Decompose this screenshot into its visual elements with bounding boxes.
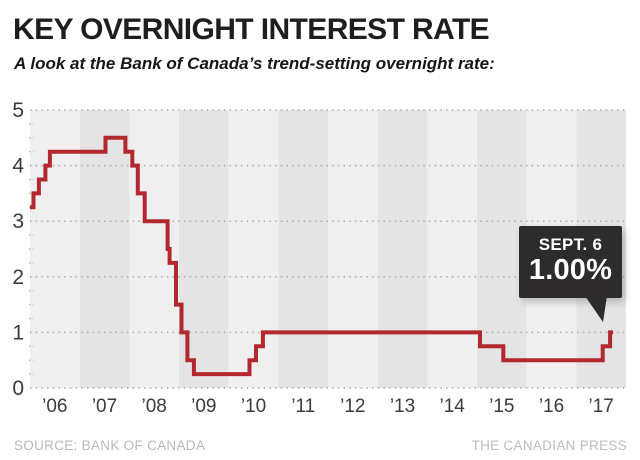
year-band <box>79 110 130 388</box>
subtitle: A look at the Bank of Canada’s trend-set… <box>14 54 495 73</box>
press-credit: THE CANADIAN PRESS <box>471 438 627 453</box>
y-axis-label: 4 <box>12 155 24 178</box>
year-band <box>427 110 477 388</box>
x-axis-label: ’13 <box>390 396 415 417</box>
x-axis-label: ’06 <box>42 396 67 417</box>
year-band <box>328 110 378 388</box>
y-axis-label: 5 <box>12 99 24 122</box>
x-axis-label: ’11 <box>291 396 315 417</box>
page-title: KEY OVERNIGHT INTEREST RATE <box>13 13 490 46</box>
rate-line-path <box>30 135 614 377</box>
x-axis-label: ’14 <box>440 396 466 417</box>
x-axis-label: ’08 <box>142 396 167 417</box>
x-axis-label: ’12 <box>340 396 365 417</box>
x-axis-label: ’16 <box>539 396 564 417</box>
year-band <box>278 110 328 388</box>
y-axis-labels: 0 1 2 3 4 5 <box>12 99 24 400</box>
year-band <box>30 110 80 388</box>
source-credit: SOURCE: BANK OF CANADA <box>14 438 206 453</box>
year-bands <box>30 110 626 388</box>
rate-callout: SEPT. 6 1.00% <box>519 226 622 298</box>
y-minor-ticks <box>29 123 34 375</box>
x-axis-label: ’07 <box>92 396 117 417</box>
year-band <box>477 110 527 388</box>
y-axis-label: 3 <box>12 210 24 233</box>
x-axis-label: ’09 <box>191 396 216 417</box>
y-axis-label: 1 <box>12 321 24 344</box>
rate-line <box>30 135 614 377</box>
y-axis-label: 0 <box>12 377 24 400</box>
x-axis-label: ’15 <box>489 396 514 417</box>
callout-value: 1.00% <box>528 254 613 286</box>
year-band <box>228 110 279 388</box>
x-axis-label: ’17 <box>589 396 614 417</box>
callout-pointer <box>585 296 607 322</box>
year-band <box>377 110 428 388</box>
x-axis-label: ’10 <box>241 396 266 417</box>
y-axis-label: 2 <box>12 266 24 289</box>
callout-date: SEPT. 6 <box>538 235 603 254</box>
x-axis-labels: ’06 ’07 ’08 ’09 ’10 ’11 ’12 ’13 ’14 ’15 ’16 ’17 <box>42 396 614 417</box>
